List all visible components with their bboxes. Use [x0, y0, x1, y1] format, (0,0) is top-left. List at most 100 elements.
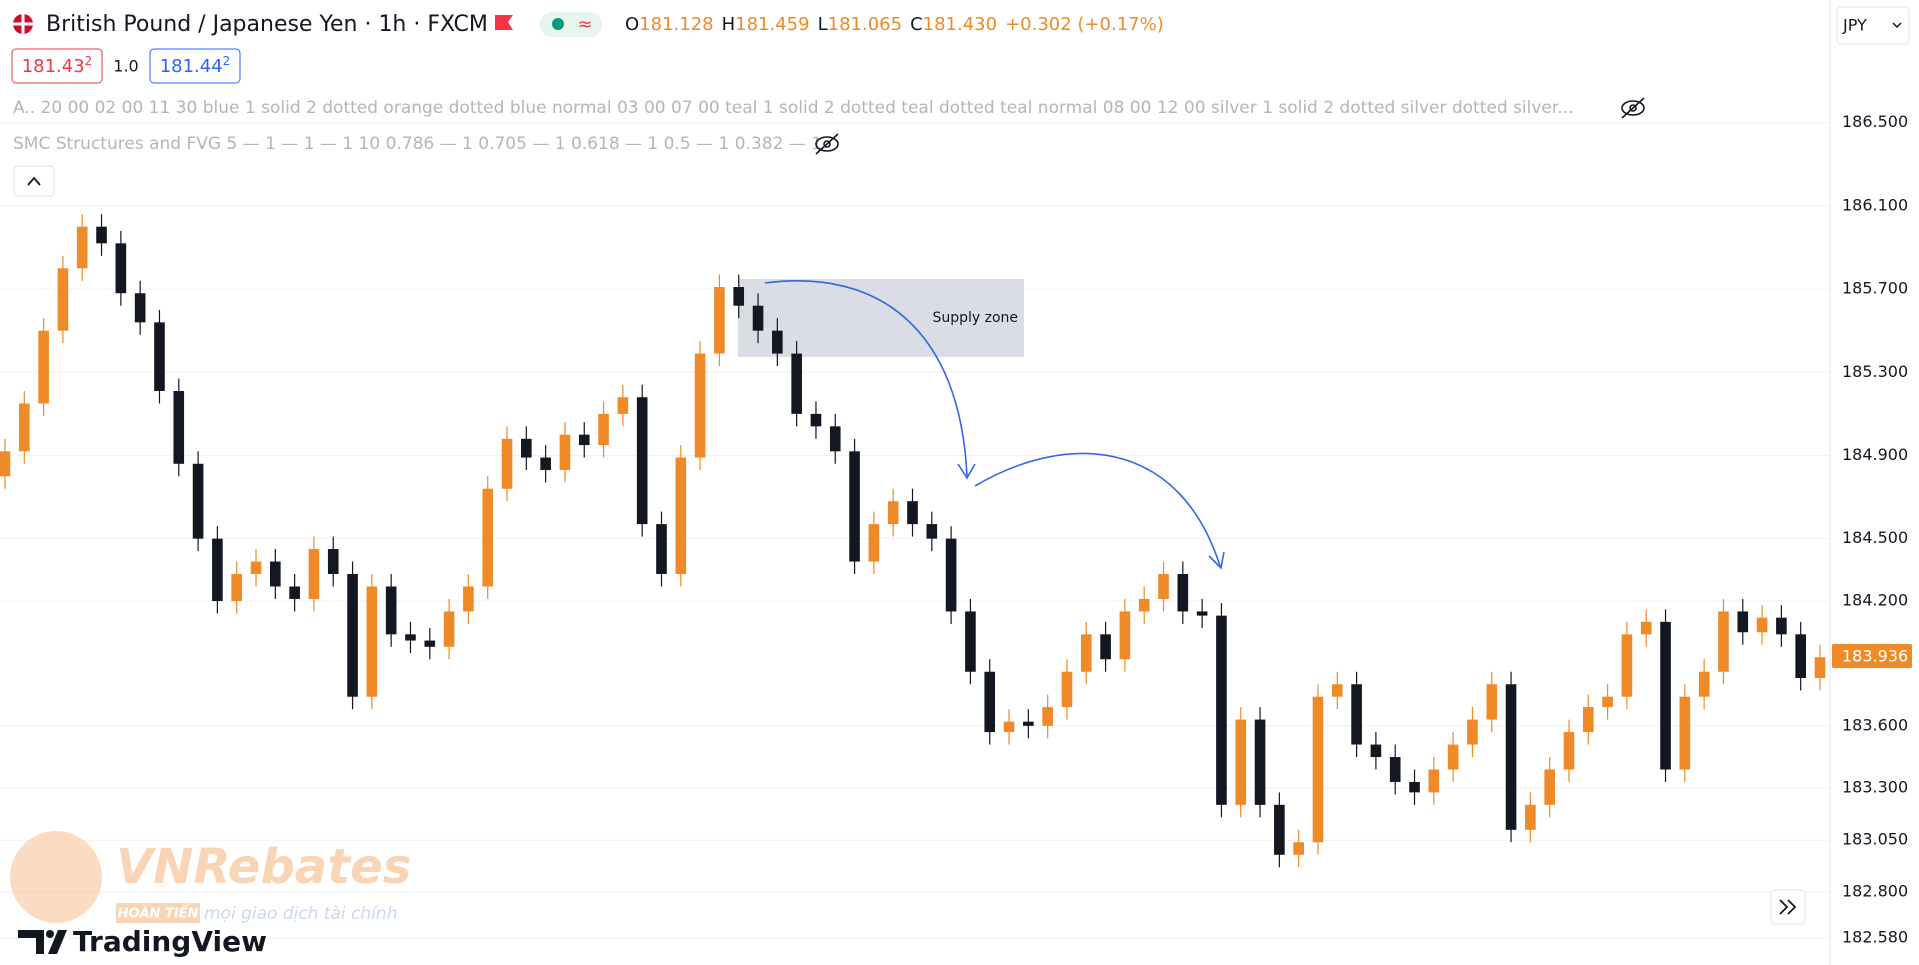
candle-body — [76, 226, 88, 269]
candle-body — [1640, 621, 1652, 635]
candle-body — [1679, 696, 1691, 770]
ohlc-label: O — [625, 14, 639, 35]
status-dot — [552, 18, 564, 30]
candle-body — [1525, 804, 1536, 830]
candle-body — [617, 397, 629, 414]
watermark-badge-bg — [116, 903, 200, 923]
candle-body — [1003, 721, 1015, 733]
candle-body — [540, 457, 551, 471]
sell-price[interactable]: 181.432 — [22, 54, 93, 78]
tv-logo-icon — [18, 930, 67, 954]
price-axis-bg — [1830, 0, 1919, 965]
y-tick-label: 182.800 — [1842, 882, 1908, 901]
watermark: VNRebates HOÀN TIỀN mọi giao dịch tài ch… — [10, 831, 411, 924]
candle-body — [18, 403, 30, 452]
buy-box[interactable] — [149, 48, 241, 84]
candle-body — [733, 287, 745, 306]
currency-label[interactable]: JPY — [1842, 16, 1867, 35]
candle-body — [1351, 684, 1362, 745]
candle-body — [1795, 634, 1807, 678]
candle-body — [868, 524, 880, 562]
candle-body — [154, 322, 165, 391]
candle-body — [1216, 615, 1227, 805]
candle-body — [829, 426, 841, 452]
ohlc-value: 181.128 — [639, 14, 713, 35]
arrow — [974, 452, 1221, 567]
candle-body — [926, 524, 938, 539]
spread: 1.0 — [113, 57, 138, 76]
candle-body — [1331, 684, 1343, 697]
hide-icon[interactable] — [815, 133, 839, 155]
y-tick-label: 183.600 — [1842, 715, 1908, 734]
candle-body — [1621, 634, 1633, 697]
candle-body — [791, 353, 802, 414]
indicator-legend[interactable]: A.. 20 00 02 00 11 30 blue 1 solid 2 dot… — [13, 98, 1574, 118]
candle-body — [192, 463, 204, 539]
buy-price[interactable]: 181.442 — [160, 54, 231, 78]
flag-cross — [13, 14, 33, 34]
y-tick-label: 184.900 — [1842, 445, 1908, 464]
candle-body — [1119, 611, 1131, 660]
candle-body — [405, 634, 416, 641]
candle-body — [1467, 719, 1478, 745]
candle-body — [1023, 721, 1034, 726]
candle-body — [327, 549, 339, 575]
candle-body — [598, 413, 609, 446]
candle-body — [1293, 842, 1304, 855]
ohlc-value: 181.065 — [828, 14, 902, 35]
y-tick-label: 186.500 — [1842, 112, 1908, 131]
candle-body — [347, 574, 358, 697]
candle-body — [115, 243, 127, 294]
candle-body — [1138, 598, 1150, 612]
candle-body — [849, 451, 860, 562]
candle-body — [1447, 744, 1459, 770]
status-icon: ≈ — [577, 14, 592, 35]
y-tick-label: 185.300 — [1842, 362, 1908, 381]
tv-logo-text: TradingView — [73, 925, 267, 958]
candle-body — [1061, 671, 1073, 708]
candle-body — [0, 451, 11, 477]
hide-icon[interactable] — [1621, 97, 1645, 119]
candle-body — [1274, 804, 1285, 855]
candle-body — [501, 438, 513, 489]
grid — [0, 122, 1830, 939]
indicator-legend[interactable]: SMC Structures and FVG 5 — 1 — 1 — 1 10 … — [13, 134, 822, 154]
last-price-label: 183.936 — [1842, 646, 1908, 665]
candle-body — [810, 413, 822, 427]
candle-body — [482, 488, 494, 587]
candle-body — [134, 293, 146, 323]
candle-body — [57, 268, 69, 331]
ohlc-value: 181.459 — [735, 14, 809, 35]
candle-body — [250, 561, 262, 575]
status-pill — [540, 12, 602, 37]
candle-body — [270, 561, 281, 587]
candle-body — [463, 586, 474, 612]
y-tick-label: 183.050 — [1842, 830, 1908, 849]
ohlc-label: L — [818, 14, 828, 35]
ohlc-change: +0.302 (+0.17%) — [1005, 14, 1164, 35]
candle-body — [212, 538, 223, 602]
candle-body — [1428, 769, 1440, 793]
candle-body — [1409, 781, 1420, 793]
candle-body — [1505, 684, 1517, 830]
candle-body — [96, 226, 107, 244]
currency-button[interactable] — [1836, 6, 1910, 45]
ohlc-label: C — [910, 14, 923, 35]
candle-body — [1080, 634, 1092, 672]
tv-logo-dot — [46, 930, 54, 938]
candle-body — [1042, 707, 1053, 726]
candle-body — [1544, 769, 1555, 805]
supply-zone — [738, 279, 1024, 357]
y-tick-label: 184.200 — [1842, 591, 1908, 610]
symbol-title: British Pound / Japanese Yen · 1h · FXCM — [46, 12, 488, 37]
y-tick-label: 183.300 — [1842, 778, 1908, 797]
candle-body — [443, 611, 455, 647]
sell-box[interactable] — [11, 48, 103, 84]
candle-body — [173, 390, 185, 464]
candle-body — [1312, 696, 1324, 843]
collapse-icon — [27, 176, 41, 186]
candle-body — [1602, 696, 1613, 708]
collapse-button[interactable] — [13, 165, 55, 197]
scroll-icon — [1779, 899, 1797, 915]
